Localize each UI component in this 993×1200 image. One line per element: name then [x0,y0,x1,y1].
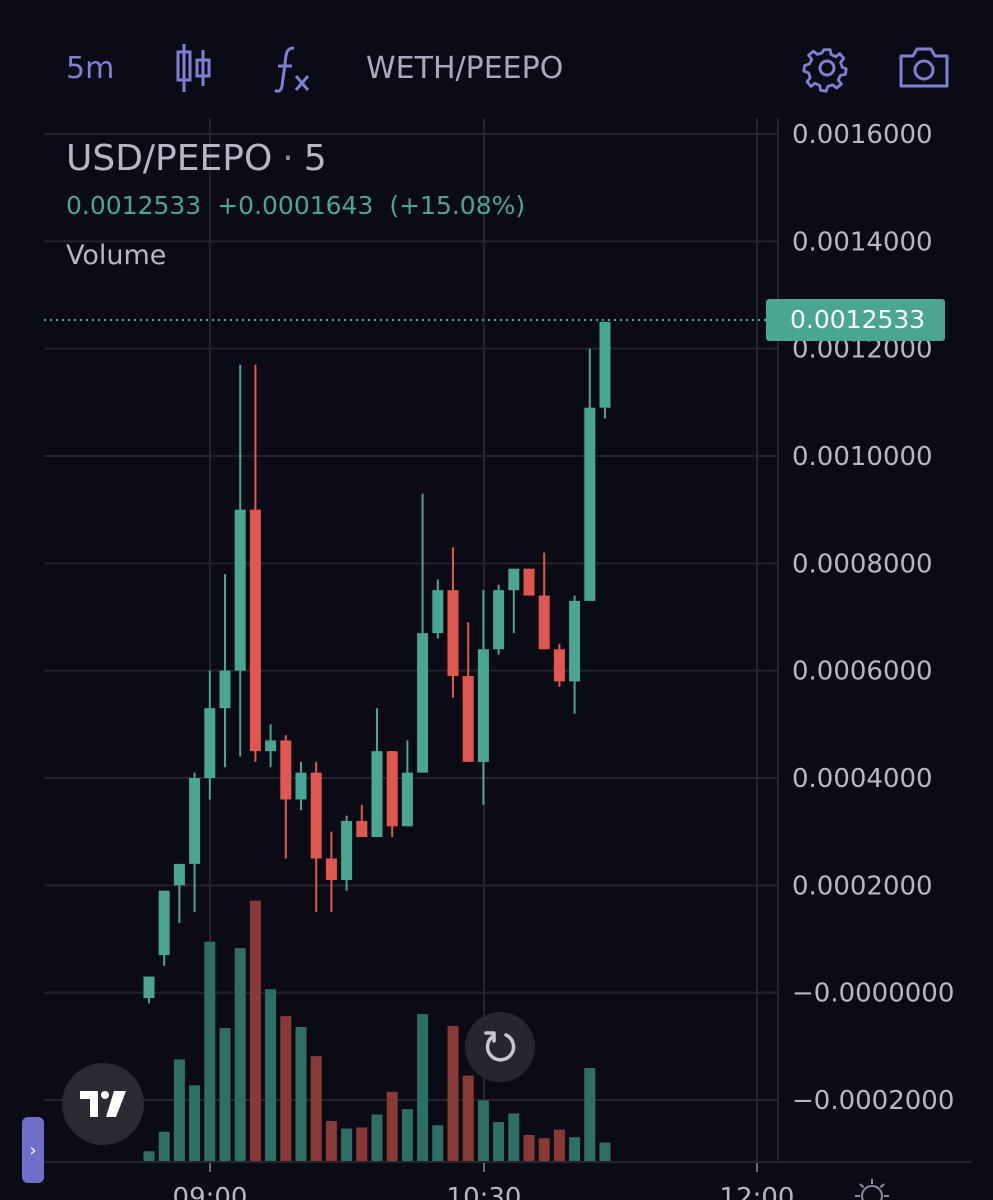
volume-bar [401,1109,413,1162]
candle-up [584,407,596,601]
x-tick-label: 10:30 [447,1183,522,1200]
candle-down [386,751,398,827]
volume-bar [249,900,261,1162]
candle-down [553,649,565,682]
interval-button[interactable]: 5m [66,50,115,86]
candle-up [477,649,489,762]
candle-down [538,595,550,650]
candle-down [280,740,292,800]
x-tick-label: 09:00 [173,1183,248,1200]
candle-up [401,772,413,827]
y-tick-label: 0.0014000 [792,227,933,257]
time-axis: 09:00 10:30 12:00 [44,1161,972,1200]
volume-bar [538,1138,550,1162]
volume-bar [356,1127,368,1162]
candle-up [417,633,429,773]
axis-settings-icon-tooth [879,1183,885,1189]
candle-up [265,740,277,752]
candle-down [249,509,261,752]
candle-up [189,778,201,864]
volume-bar [265,989,277,1162]
volume-bar [371,1114,383,1162]
camera-icon[interactable] [896,40,952,96]
volume-bar [599,1142,611,1162]
candles-icon[interactable] [172,40,216,96]
candle-up [173,863,185,886]
symbol-button[interactable]: WETH/PEEPO [366,50,564,86]
candle-down [462,676,474,762]
reset-chart-button[interactable] [465,1012,535,1082]
candle-up [569,600,581,682]
candle-up [341,820,353,880]
volume-bar [219,1028,231,1162]
volume-bar [553,1129,565,1162]
y-tick-label: 0.0008000 [792,549,933,579]
y-tick-label: 0.0016000 [792,120,933,150]
candle-up [432,590,444,634]
volume-bar [234,948,246,1162]
candlesticks [143,321,611,1004]
y-tick-label: 0.0006000 [792,657,933,687]
candle-up [371,751,383,838]
axis-settings-icon [855,1179,889,1200]
chart-grid [44,118,772,1162]
candle-up [158,890,170,956]
candle-up [295,772,307,800]
volume-bar [310,1056,322,1162]
volume-bar [462,1075,474,1162]
volume-bar [143,1151,155,1162]
axis-settings-icon-tooth [859,1183,865,1189]
gear-icon[interactable] [800,40,854,96]
tradingview-logo[interactable] [62,1063,144,1145]
y-tick-label: 0.0010000 [792,442,933,472]
candle-up [143,976,155,999]
volume-bar [173,1059,185,1162]
volume-bar [523,1135,535,1162]
candle-down [310,772,322,859]
candle-up [599,321,611,408]
y-tick-label: −0.0002000 [792,1086,954,1116]
y-tick-label: −0.0000000 [792,979,954,1009]
volume-bar [447,1025,459,1162]
volume-bar [417,1014,429,1162]
last-price-tag: 0.0012533 [766,299,945,342]
volume-bar [493,1122,505,1162]
expand-panel-button[interactable]: › [22,1117,44,1183]
volume-bar [158,1131,170,1162]
chart-toolbar: 5m WETH/PEEPO [0,0,993,120]
y-tick-label: 0.0004000 [792,764,933,794]
candle-up [508,568,520,591]
volume-bar [280,1016,292,1162]
volume-bar [477,1100,489,1162]
volume-bar [432,1125,444,1162]
reset-icon [484,1031,516,1062]
candle-down [523,568,535,596]
candle-down [356,820,368,838]
volume-bar [584,1068,596,1162]
axis-settings-icon-ring [861,1185,883,1200]
candle-up [204,708,216,778]
volume-bar [204,941,216,1162]
volume-bar [189,1085,201,1162]
x-tick-label: 12:00 [720,1183,795,1200]
candle-down [447,590,459,677]
candle-down [325,858,337,880]
price-axis: 0.00160000.00140000.00120000.00100000.00… [768,118,954,1162]
candle-up [219,670,231,709]
indicators-icon[interactable] [272,40,316,96]
candle-up [493,590,505,650]
candle-up [234,509,246,671]
volume-bar [341,1128,353,1162]
volume-bar [295,1027,307,1162]
volume-bars [143,900,611,1162]
y-tick-label: 0.0002000 [792,871,933,901]
volume-bar [325,1120,337,1162]
volume-bar [508,1113,520,1162]
volume-bar [386,1091,398,1162]
volume-bar [569,1137,581,1162]
